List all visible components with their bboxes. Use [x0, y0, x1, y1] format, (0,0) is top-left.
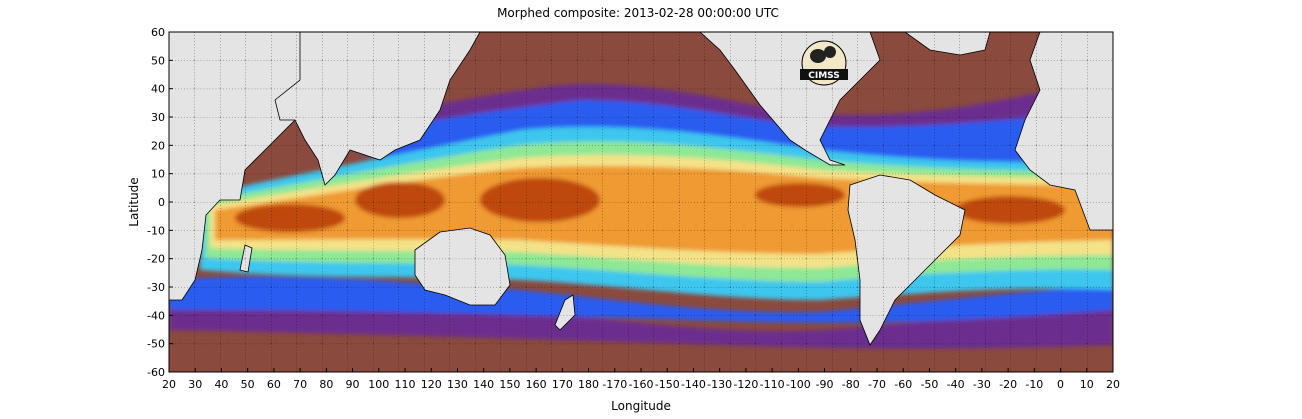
- x-tick-label: -140: [681, 378, 706, 391]
- x-tick-label: 80: [319, 378, 333, 391]
- x-tick-label: 20: [162, 378, 176, 391]
- x-tick-label: 50: [241, 378, 255, 391]
- x-axis-label: Longitude: [611, 399, 671, 413]
- x-tick-label: 60: [267, 378, 281, 391]
- x-tick-label: -60: [894, 378, 912, 391]
- x-tick-label: -30: [973, 378, 991, 391]
- x-tick-label: -50: [920, 378, 938, 391]
- x-tick-label: 160: [526, 378, 547, 391]
- x-tick-label: -90: [816, 378, 834, 391]
- x-tick-label: 110: [395, 378, 416, 391]
- x-tick-label: 100: [368, 378, 389, 391]
- y-tick-label: -60: [147, 366, 165, 379]
- y-tick-label: -40: [147, 309, 165, 322]
- y-tick-label: 30: [151, 111, 165, 124]
- y-tick-label: 40: [151, 83, 165, 96]
- x-tick-label: 120: [421, 378, 442, 391]
- x-tick-label: -10: [1025, 378, 1043, 391]
- cimss-logo-text: CIMSS: [808, 71, 839, 81]
- y-tick-label: 20: [151, 139, 165, 152]
- x-tick-label: -160: [629, 378, 654, 391]
- x-tick-label: -130: [707, 378, 732, 391]
- map-plot-area: CIMSS: [169, 32, 1113, 372]
- x-tick-label: 150: [499, 378, 520, 391]
- y-axis-label: Latitude: [127, 177, 141, 226]
- x-tick-label: 130: [447, 378, 468, 391]
- x-tick-label: 40: [214, 378, 228, 391]
- x-tick-label: -80: [842, 378, 860, 391]
- y-tick-label: 60: [151, 26, 165, 39]
- y-tick-label: 10: [151, 168, 165, 181]
- y-axis-ticks: 60 50 40 30 20 10 0 -10 -20 -30 -40 -50 -60: [147, 26, 173, 379]
- graticule: [169, 32, 1113, 372]
- x-tick-label: 70: [293, 378, 307, 391]
- x-tick-label: 0: [1057, 378, 1064, 391]
- x-tick-label: 140: [473, 378, 494, 391]
- x-tick-label: -100: [786, 378, 811, 391]
- x-tick-label: -120: [733, 378, 758, 391]
- x-tick-label: 20: [1106, 378, 1120, 391]
- x-tick-label: -40: [947, 378, 965, 391]
- x-tick-label: 90: [346, 378, 360, 391]
- x-tick-label: 180: [578, 378, 599, 391]
- y-tick-label: 0: [158, 196, 165, 209]
- y-tick-label: 50: [151, 54, 165, 67]
- y-tick-label: -10: [147, 224, 165, 237]
- x-axis-ticks: 20 30 40 50 60 70 80 90 100 110 120 130 140 150 160 170…: [162, 368, 1120, 391]
- x-tick-label: -150: [655, 378, 680, 391]
- x-tick-label: 10: [1080, 378, 1094, 391]
- x-tick-label: -170: [602, 378, 627, 391]
- cimss-logo: CIMSS: [800, 40, 848, 86]
- x-tick-label: -70: [868, 378, 886, 391]
- map-title: Morphed composite: 2013-02-28 00:00:00 U…: [497, 6, 779, 20]
- x-tick-label: 30: [188, 378, 202, 391]
- x-tick-label: -110: [760, 378, 785, 391]
- y-tick-label: -30: [147, 281, 165, 294]
- y-tick-label: -20: [147, 253, 165, 266]
- y-tick-label: -50: [147, 338, 165, 351]
- x-tick-label: 170: [552, 378, 573, 391]
- x-tick-label: -20: [999, 378, 1017, 391]
